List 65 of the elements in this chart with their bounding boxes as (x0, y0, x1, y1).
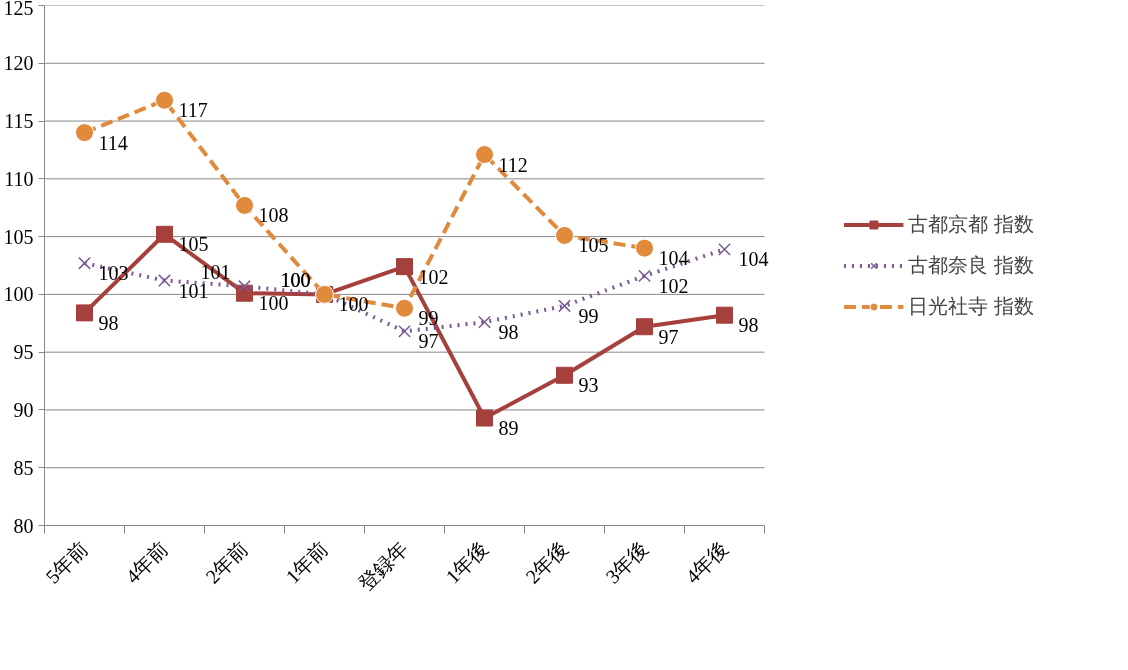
point (75, 123, 94, 143)
point (76, 304, 93, 322)
legend-label: 古都京都 指数 (908, 211, 1034, 237)
point (235, 195, 254, 215)
data-label: 100 (280, 269, 311, 292)
data-label: 97 (418, 330, 439, 353)
legend-label: 古都奈良 指数 (908, 252, 1034, 278)
data-label: 98 (98, 311, 119, 334)
legend-label: 日光社寺 指数 (908, 293, 1034, 319)
point (396, 258, 413, 276)
x-tick-label: 4年前 (121, 536, 173, 588)
x-tick-label: 1年後 (441, 536, 493, 588)
point (395, 298, 414, 318)
y-tick-label: 100 (3, 283, 34, 306)
point (238, 279, 251, 293)
y-tick-label: 85 (13, 456, 34, 479)
point (158, 274, 171, 287)
point (636, 318, 653, 336)
y-tick-label: 115 (4, 110, 34, 133)
y-tick-label: 80 (13, 514, 34, 537)
data-label: 105 (178, 233, 209, 256)
data-label: 104 (738, 248, 769, 271)
data-label: 98 (498, 321, 519, 344)
point (555, 225, 574, 245)
x-tick-label: 1年前 (281, 536, 333, 588)
point (635, 238, 654, 258)
data-label: 93 (578, 374, 599, 397)
data-label: 98 (738, 314, 759, 337)
data-label: 100 (258, 292, 289, 315)
data-label: 102 (418, 265, 449, 288)
data-label: 102 (658, 274, 689, 297)
point (156, 225, 173, 243)
data-label: 112 (498, 153, 528, 176)
data-label: 99 (578, 304, 599, 327)
x-tick-label: 4年後 (681, 536, 733, 588)
point (78, 256, 91, 270)
y-tick-label: 125 (3, 0, 34, 19)
x-tick-label: 2年後 (521, 536, 573, 588)
point (558, 299, 571, 313)
y-tick-label: 95 (13, 341, 34, 364)
point (556, 366, 573, 384)
point (638, 269, 651, 283)
point (718, 242, 731, 256)
y-tick-label: 105 (3, 225, 34, 248)
data-label: 101 (178, 279, 209, 302)
y-tick-label: 110 (4, 167, 34, 190)
data-label: 108 (258, 204, 289, 227)
y-tick-label: 120 (3, 52, 34, 75)
data-label: 89 (498, 417, 519, 440)
point (478, 315, 491, 329)
point (398, 324, 411, 338)
point (475, 145, 494, 165)
x-tick-label: 3年後 (601, 536, 653, 588)
data-label: 97 (658, 325, 679, 348)
data-label: 105 (578, 234, 609, 257)
data-label: 114 (98, 131, 128, 154)
x-tick-label: 登録年 (354, 536, 413, 595)
point (476, 409, 493, 427)
data-label: 104 (658, 247, 689, 270)
x-tick-label: 2年前 (201, 536, 253, 588)
x-tick-label: 5年前 (41, 536, 93, 588)
data-label: 117 (178, 99, 208, 122)
point (716, 306, 733, 324)
y-tick-label: 90 (13, 398, 34, 421)
point (155, 90, 174, 110)
